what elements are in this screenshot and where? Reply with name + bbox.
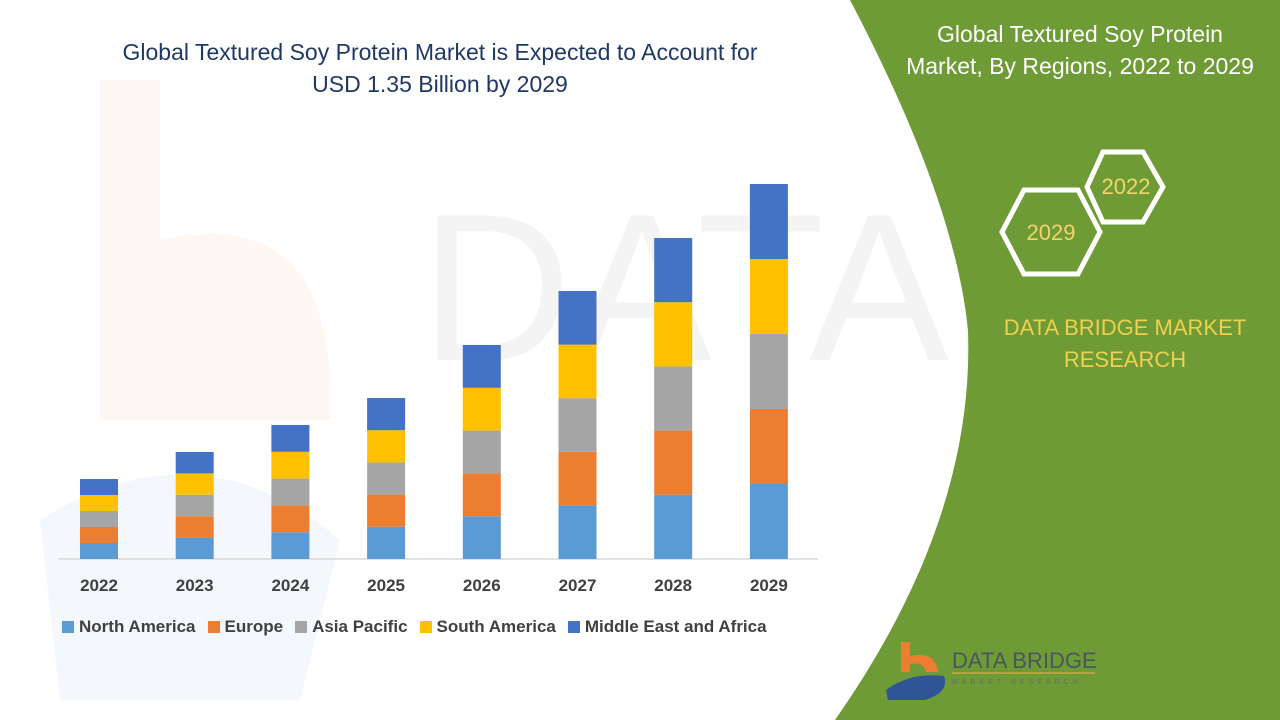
legend-item: Europe [207,617,284,637]
side-title-line-2: Market, By Regions, 2022 to 2029 [906,53,1254,79]
bar-segment-2028-middle-east-and-africa [654,238,693,303]
x-tick-label: 2029 [749,576,788,595]
x-tick-label: 2028 [654,576,693,595]
bar-segment-2024-middle-east-and-africa [271,425,310,452]
legend-swatch [207,621,220,633]
legend-item: North America [62,617,196,637]
legend-label: Asia Pacific [312,617,408,636]
bar-segment-2023-middle-east-and-africa [175,452,214,474]
side-title-line-1: Global Textured Soy Protein [937,21,1223,47]
bar-segment-2026-north-america [462,516,501,559]
title-line-2: USD 1.35 Billion by 2029 [312,71,568,97]
hexagon-2022 [1084,149,1166,225]
bar-segment-2025-north-america [367,526,406,559]
bar-segment-2027-asia-pacific [558,398,597,452]
legend-swatch [62,621,74,633]
legend-item: Asia Pacific [295,617,408,637]
bar-segment-2022-middle-east-and-africa [80,479,118,495]
logo-subtext: MARKET RESEARCH [952,679,1082,686]
legend-item: Middle East and Africa [567,617,767,637]
logo-text: DATA BRIDGE [952,648,1097,673]
bar-segment-2024-europe [271,505,310,533]
bar-segment-2023-europe [175,516,214,538]
bar-segment-2026-south-america [462,387,501,431]
bar-segment-2022-south-america [80,495,118,511]
legend-label: Middle East and Africa [584,617,767,636]
x-tick-label: 2026 [462,576,501,595]
bar-segment-2026-europe [462,473,501,517]
x-tick-label: 2022 [80,576,118,595]
bar-segment-2023-north-america [175,537,214,559]
bar-segment-2022-north-america [80,543,118,559]
bar-segment-2029-south-america [749,259,788,334]
bar-segment-2029-europe [749,409,788,484]
legend-label: Europe [224,617,284,636]
logo-icon [886,642,1095,700]
x-tick-label: 2025 [367,576,405,595]
bar-segment-2025-asia-pacific [367,462,406,495]
legend: North America Europe Asia Pacific South Ame… [62,617,767,637]
brand-line-2: RESEARCH [1063,347,1187,372]
legend-swatch [295,621,308,633]
hex-year-2029: 2029 [1026,220,1076,245]
legend-item: South America [419,617,556,637]
bar-segment-2022-asia-pacific [80,511,118,527]
bar-segment-2025-south-america [367,430,406,463]
hexagon-2029 [999,187,1103,277]
chart-title: Global Textured Soy Protein Market is Ex… [80,36,800,100]
bar-segment-2029-middle-east-and-africa [749,184,788,259]
brand-line-1: DATA BRIDGE MARKET [1003,315,1247,340]
bar-segment-2027-middle-east-and-africa [558,291,597,345]
bar-segment-2023-asia-pacific [175,494,214,517]
legend-swatch [419,621,432,633]
bar-segment-2028-asia-pacific [654,366,693,431]
bar-segment-2022-europe [80,527,118,543]
side-panel [835,0,1280,720]
bar-segment-2028-europe [654,430,693,495]
x-tick-label: 2023 [175,576,214,595]
legend-swatch [567,621,580,633]
bar-segment-2027-south-america [558,344,597,399]
x-tick-label: 2024 [271,576,310,595]
legend-label: South America [436,617,556,636]
bar-segment-2026-asia-pacific [462,430,501,474]
x-tick-label: 2027 [558,576,597,595]
bar-segment-2027-north-america [558,505,597,559]
brand-text: DATA BRIDGE MARKET RESEARCH [975,312,1275,376]
bar-segment-2029-north-america [749,484,788,559]
hex-year-2022: 2022 [1101,174,1151,199]
bar-segment-2025-middle-east-and-africa [367,398,406,431]
bar-segment-2024-asia-pacific [271,478,310,506]
bar-segment-2029-asia-pacific [749,334,788,409]
legend-label: North America [79,617,196,636]
bar-segment-2024-north-america [271,532,310,559]
bar-segment-2027-europe [558,451,597,506]
title-line-1: Global Textured Soy Protein Market is Ex… [122,39,758,65]
bar-segment-2023-south-america [175,473,214,495]
bar-segment-2024-south-america [271,451,310,479]
bar-segment-2025-europe [367,494,406,527]
side-panel-title: Global Textured Soy Protein Market, By R… [890,18,1270,82]
bar-segment-2028-north-america [654,494,693,559]
bar-segment-2026-middle-east-and-africa [462,345,501,388]
bar-segment-2028-south-america [654,302,693,367]
